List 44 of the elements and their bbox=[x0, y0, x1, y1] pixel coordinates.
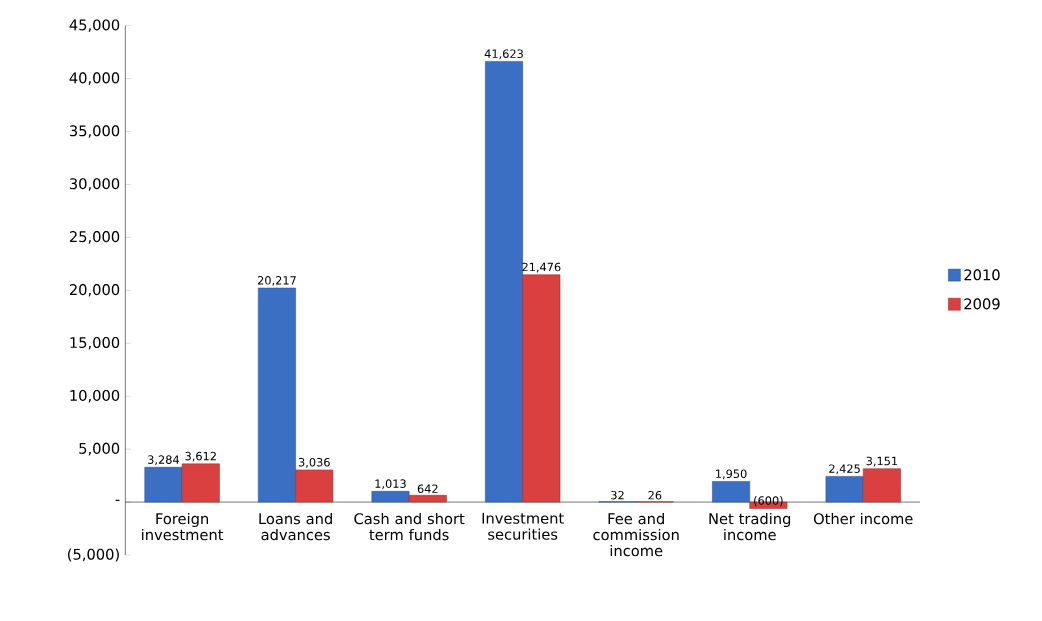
y-tick-label: 30,000 bbox=[69, 178, 120, 191]
data-label: 2,425 bbox=[829, 464, 860, 475]
bar bbox=[862, 468, 901, 503]
bar bbox=[825, 476, 864, 503]
data-label: 32 bbox=[611, 490, 624, 500]
data-label: 642 bbox=[417, 484, 438, 494]
y-tick-label: (5,000) bbox=[68, 548, 119, 562]
legend-label: 2009 bbox=[964, 298, 1000, 310]
bar bbox=[522, 274, 561, 503]
bar bbox=[144, 467, 183, 503]
y-tick-label: 5,000 bbox=[79, 442, 120, 456]
x-tick-label: Other income bbox=[813, 512, 913, 525]
x-tick-label: Fee and commission income bbox=[593, 512, 679, 557]
data-label: 41,623 bbox=[484, 49, 523, 60]
bar bbox=[258, 287, 296, 503]
x-tick-label: Loans and advances bbox=[259, 512, 332, 541]
data-label: 3,036 bbox=[298, 457, 330, 468]
data-label: 1,950 bbox=[716, 469, 747, 480]
bar bbox=[408, 495, 447, 503]
x-tick-label: Foreign investment bbox=[142, 512, 224, 541]
bar bbox=[712, 481, 750, 503]
bar bbox=[371, 491, 410, 503]
x-tick-label: Cash and short term funds bbox=[354, 512, 465, 541]
y-tick-label: 10,000 bbox=[70, 389, 120, 403]
x-tick-label: Net trading income bbox=[709, 512, 791, 541]
data-label: 3,151 bbox=[866, 456, 898, 467]
data-label: 1,013 bbox=[375, 479, 406, 490]
x-tick-label: Investment securities bbox=[482, 512, 564, 540]
bar bbox=[181, 463, 220, 503]
y-tick-label: 20,000 bbox=[69, 284, 120, 297]
y-tick-label: 25,000 bbox=[69, 231, 120, 244]
data-label: 3,612 bbox=[185, 451, 216, 462]
bar bbox=[295, 469, 334, 503]
bar bbox=[485, 61, 523, 503]
data-label: 3,284 bbox=[148, 455, 179, 466]
legend-label: 2010 bbox=[964, 269, 1000, 281]
data-label: (600) bbox=[754, 496, 783, 507]
y-tick-label: 40,000 bbox=[69, 72, 120, 85]
data-label: 20,217 bbox=[257, 276, 296, 286]
y-tick-label: 45,000 bbox=[69, 19, 120, 32]
y-tick-label: 15,000 bbox=[70, 336, 120, 350]
y-tick-label: - bbox=[115, 499, 120, 501]
data-label: 26 bbox=[648, 490, 662, 500]
y-tick-label: 35,000 bbox=[69, 125, 120, 138]
